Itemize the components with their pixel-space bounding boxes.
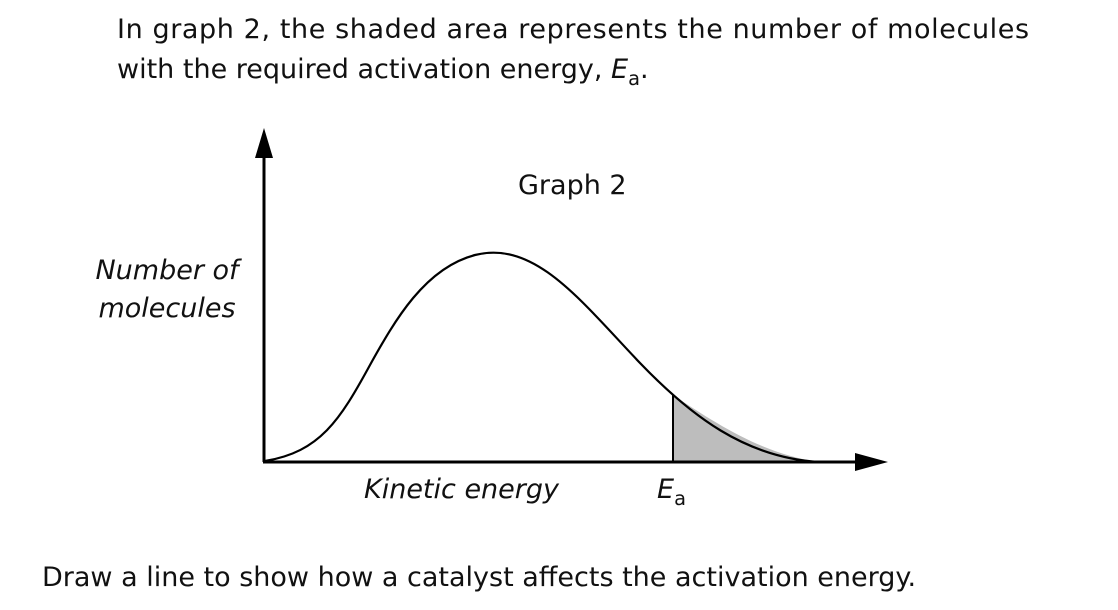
ea-marker-label: Ea (657, 474, 686, 508)
intro-text: In graph 2, the shaded area represents t… (117, 10, 1107, 90)
ea-marker-subscript: a (674, 486, 686, 510)
intro-ea-letter: E (611, 54, 629, 85)
intro-line-2-period: . (640, 54, 649, 85)
question-text: Draw a line to show how a catalyst affec… (42, 562, 917, 593)
graph-title: Graph 2 (518, 170, 627, 201)
distribution-curve (264, 251, 821, 464)
shaded-area (673, 395, 820, 462)
x-axis-arrowhead (855, 453, 888, 471)
y-axis-arrowhead (255, 128, 273, 158)
intro-line-2-text: with the required activation energy, (117, 54, 612, 85)
y-axis-label-line-1: Number of (95, 255, 239, 286)
x-axis-label: Kinetic energy (364, 474, 559, 505)
intro-ea-subscript: a (628, 66, 640, 90)
intro-line-2: with the required activation energy, Ea. (117, 50, 1107, 90)
y-axis-label: Number of molecules (82, 252, 252, 328)
y-axis-label-line-2: molecules (98, 293, 236, 324)
ea-marker-letter: E (657, 474, 675, 505)
intro-line-1: In graph 2, the shaded area represents t… (117, 14, 1030, 45)
intro-ea-symbol: Ea (611, 54, 640, 88)
